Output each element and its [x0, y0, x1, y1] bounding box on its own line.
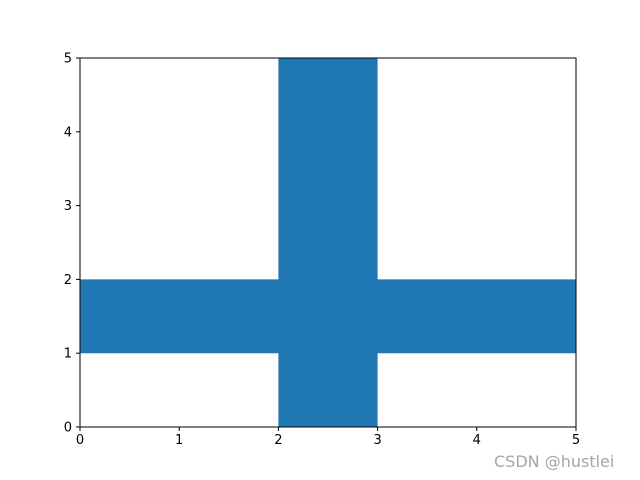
y-tick-label: 5 — [64, 52, 72, 67]
watermark: CSDN @hustlei — [494, 452, 615, 471]
axes-frame — [79, 57, 577, 428]
ticks: 0 1 2 3 4 5 0 1 2 3 4 5 — [64, 52, 580, 449]
y-tick-label: 1 — [64, 347, 72, 362]
y-tick-label: 2 — [64, 273, 72, 288]
x-tick-label: 3 — [373, 433, 381, 448]
x-tick-label: 1 — [175, 433, 183, 448]
y-tick-label: 4 — [64, 125, 72, 140]
fill-regions — [80, 58, 576, 427]
y-tick-label: 0 — [64, 421, 72, 436]
fill-region-0 — [278, 58, 378, 427]
x-tick-label: 0 — [76, 433, 84, 448]
x-tick-label: 2 — [274, 433, 282, 448]
y-tick-label: 3 — [64, 199, 72, 214]
x-tick-label: 4 — [473, 433, 481, 448]
x-tick-label: 5 — [572, 433, 580, 448]
fill-region-1 — [80, 279, 576, 354]
